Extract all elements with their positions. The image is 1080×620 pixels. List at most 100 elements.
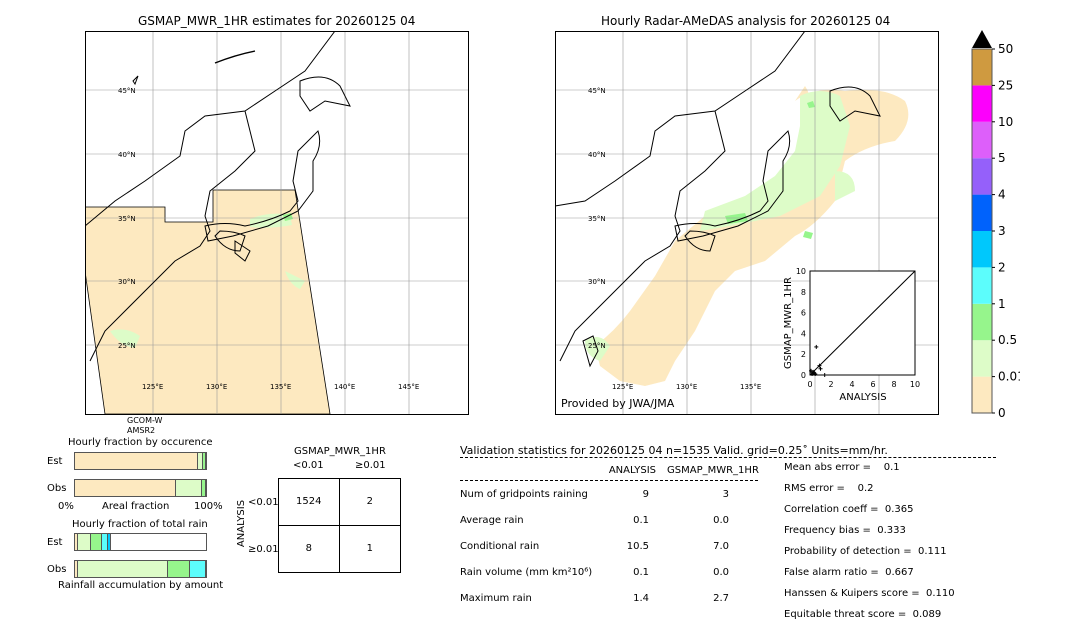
scatter-xtick: 4 bbox=[849, 380, 854, 389]
col-gsmap: GSMAP_MWR_1HR bbox=[667, 465, 759, 476]
bar-segment bbox=[201, 480, 206, 496]
scatter-ytick: 4 bbox=[801, 329, 806, 338]
scatter-ytick: 6 bbox=[801, 309, 806, 318]
colorbar-segment bbox=[972, 303, 992, 341]
lat-label: 35°N bbox=[118, 215, 136, 223]
xtick-100: 100% bbox=[194, 501, 223, 512]
lon-label: 135°E bbox=[740, 383, 761, 391]
stat-gsmap: 0.0 bbox=[713, 515, 729, 526]
bar-segment bbox=[75, 480, 176, 496]
stat-analysis: 0.1 bbox=[633, 515, 649, 526]
colorbar-segment bbox=[972, 340, 992, 377]
col-label: ≥0.01 bbox=[355, 460, 386, 471]
stat-gsmap: 7.0 bbox=[713, 541, 729, 552]
lat-label: 30°N bbox=[588, 278, 606, 286]
areal-fraction-label: Areal fraction bbox=[102, 501, 170, 512]
coastline bbox=[85, 31, 351, 362]
lon-label: 130°E bbox=[206, 383, 227, 391]
lon-label: 125°E bbox=[612, 383, 633, 391]
stat-analysis: 0.1 bbox=[633, 567, 649, 578]
lat-label: 40°N bbox=[118, 151, 136, 159]
bar-segment bbox=[75, 453, 198, 469]
scatter-point bbox=[814, 344, 819, 349]
scatter-xtick: 10 bbox=[910, 380, 920, 389]
stat-label: Average rain bbox=[460, 515, 524, 526]
lat-label: 40°N bbox=[588, 151, 606, 159]
score-line: Hanssen & Kuipers score = 0.110 bbox=[784, 588, 955, 599]
bar-segment bbox=[75, 534, 78, 550]
lat-label: 45°N bbox=[588, 87, 606, 95]
scatter-point bbox=[817, 363, 822, 368]
colorbar-segment bbox=[972, 49, 992, 86]
score-line: RMS error = 0.2 bbox=[784, 483, 874, 494]
colorbar-segment bbox=[972, 376, 992, 413]
satellite-name: GCOM-W bbox=[127, 416, 163, 425]
rain-fraction-title: Hourly fraction of total rain bbox=[72, 519, 208, 530]
validation-header: Validation statistics for 20260125 04 n=… bbox=[460, 444, 888, 457]
colorbar: 0 0.01 0.5 1 2 3 4 5 10 25 50 bbox=[971, 30, 1020, 420]
lon-label: 130°E bbox=[676, 383, 697, 391]
left-map: 45°N 40°N 35°N 30°N 25°N 125°E 130°E 135… bbox=[85, 31, 469, 415]
stat-label: Maximum rain bbox=[460, 593, 532, 604]
colorbar-tick: 1 bbox=[998, 297, 1006, 311]
score-line: False alarm ratio = 0.667 bbox=[784, 567, 914, 578]
colorbar-segment bbox=[972, 231, 992, 268]
contingency-row-title: ANALYSIS bbox=[236, 499, 248, 548]
colorbar-tick: 10 bbox=[998, 115, 1013, 129]
diagonal-line bbox=[809, 270, 916, 376]
bar-segment bbox=[197, 453, 204, 469]
est-label: Est bbox=[47, 456, 63, 467]
colorbar-segment bbox=[972, 121, 992, 159]
score-line: Correlation coeff = 0.365 bbox=[784, 504, 914, 515]
row-label: <0.01 bbox=[248, 497, 279, 508]
lat-label: 25°N bbox=[588, 342, 606, 350]
row-label: ≥0.01 bbox=[248, 544, 279, 555]
scatter-point bbox=[818, 366, 823, 371]
colorbar-tick: 0 bbox=[998, 406, 1006, 420]
scatter-xtick: 6 bbox=[870, 380, 875, 389]
scatter-xtick: 2 bbox=[828, 380, 833, 389]
stat-analysis: 9 bbox=[642, 489, 649, 500]
bar-segment bbox=[167, 561, 190, 577]
colorbar-segment bbox=[972, 85, 992, 122]
scatter-xtick: 0 bbox=[807, 380, 812, 389]
colorbar-tick: 25 bbox=[998, 78, 1013, 92]
scatter-plot: 0 2 4 6 8 10 0 2 4 6 8 10 ANALYSIS GSMAP_MWR_1HR bbox=[783, 267, 920, 403]
scatter-point bbox=[813, 371, 818, 376]
bar-segment bbox=[175, 480, 202, 496]
scatter-xlabel: ANALYSIS bbox=[839, 392, 886, 403]
stat-analysis: 10.5 bbox=[626, 541, 649, 552]
colorbar-tick: 50 bbox=[998, 42, 1013, 56]
bar-segment bbox=[203, 453, 206, 469]
scatter-ytick: 2 bbox=[801, 350, 806, 359]
rain-obs-bar bbox=[74, 560, 207, 578]
bar-segment bbox=[77, 561, 168, 577]
colorbar-tick: 2 bbox=[998, 260, 1006, 274]
stat-gsmap: 2.7 bbox=[713, 593, 729, 604]
bar-segment bbox=[189, 561, 206, 577]
contingency-col-title: GSMAP_MWR_1HR bbox=[294, 446, 386, 457]
rain-accum-label: Rainfall accumulation by amount bbox=[58, 580, 224, 591]
occurrence-obs-bar bbox=[74, 479, 207, 497]
colorbar-extend-arrow bbox=[972, 30, 992, 48]
lat-label: 30°N bbox=[118, 278, 136, 286]
lon-label: 125°E bbox=[142, 383, 163, 391]
lon-label: 135°E bbox=[270, 383, 291, 391]
scatter-xtick: 8 bbox=[891, 380, 896, 389]
rain-est-bar bbox=[74, 533, 207, 551]
stat-label: Num of gridpoints raining bbox=[460, 489, 588, 500]
lat-label: 25°N bbox=[118, 342, 136, 350]
scatter-ytick: 10 bbox=[796, 267, 806, 276]
colorbar-segment bbox=[972, 267, 992, 304]
scatter-ytick: 8 bbox=[801, 288, 806, 297]
cell-miss: 8 bbox=[279, 525, 340, 572]
light-rain bbox=[110, 213, 305, 348]
cell-false-alarm: 2 bbox=[339, 479, 400, 526]
col-label: <0.01 bbox=[293, 460, 324, 471]
scatter-point bbox=[809, 368, 814, 373]
obs-label: Obs bbox=[47, 564, 67, 575]
score-line: Mean abs error = 0.1 bbox=[784, 462, 900, 473]
occurrence-est-bar bbox=[74, 452, 207, 470]
stat-label: Conditional rain bbox=[460, 541, 540, 552]
score-line: Probability of detection = 0.111 bbox=[784, 546, 947, 557]
